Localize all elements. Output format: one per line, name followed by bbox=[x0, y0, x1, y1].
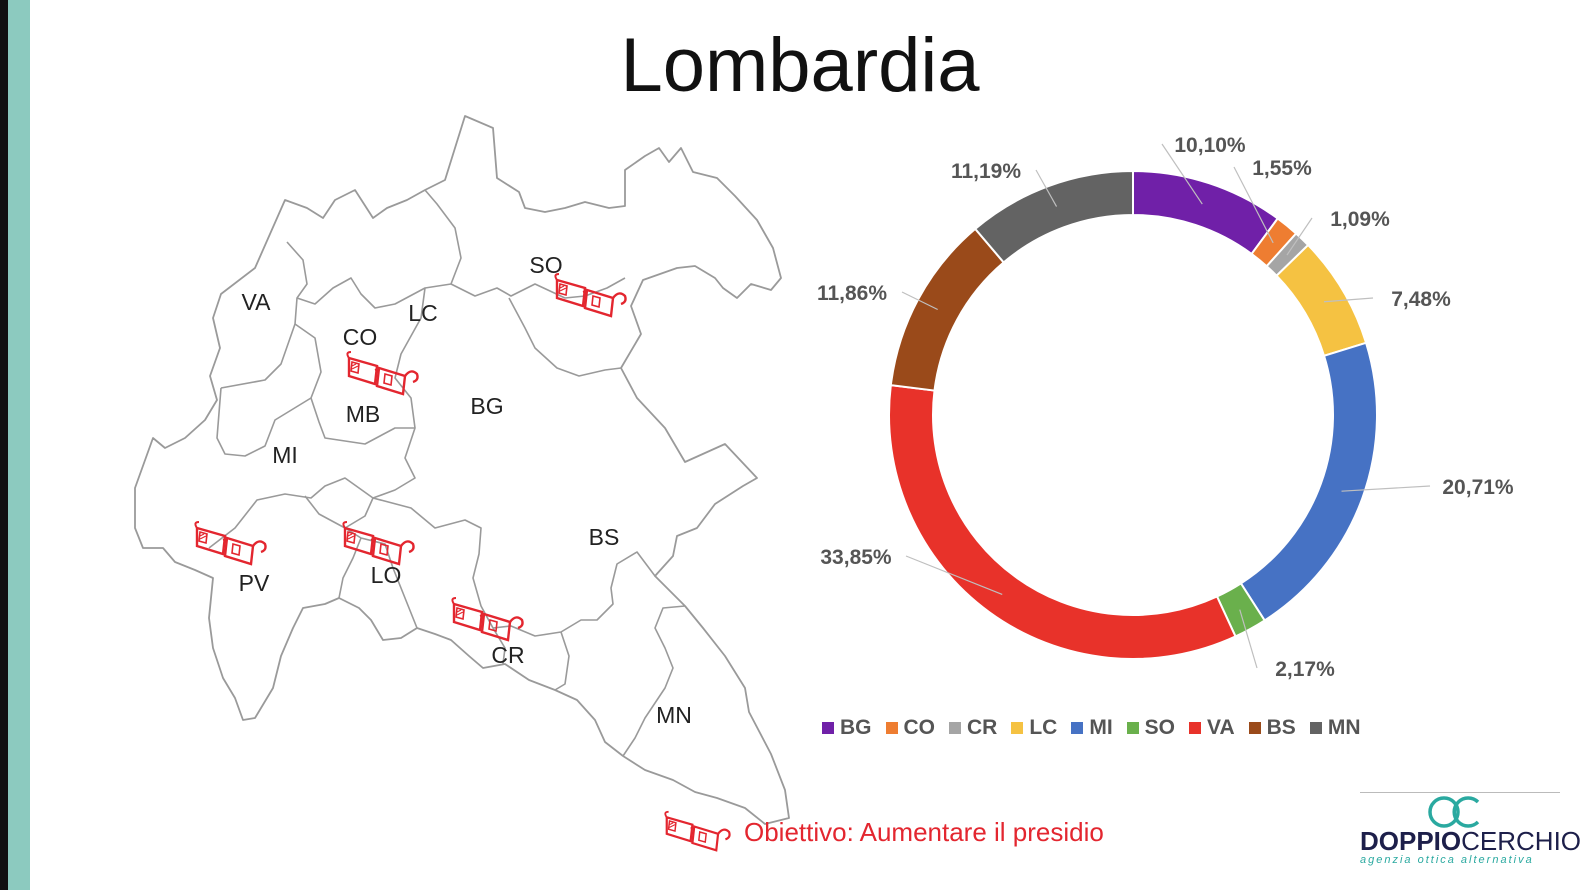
legend-label: BS bbox=[1266, 716, 1296, 739]
leader-line-mi bbox=[1341, 485, 1431, 492]
province-label-mi: MI bbox=[272, 442, 298, 468]
data-label-mi: 20,71% bbox=[1442, 476, 1514, 499]
logo-word-bold: DOPPIO bbox=[1360, 826, 1462, 856]
legend-label: LC bbox=[1029, 716, 1058, 739]
data-label-mn: 11,19% bbox=[951, 160, 1021, 183]
logo-word-light: CERCHIO bbox=[1461, 826, 1582, 856]
legend-swatch bbox=[1189, 722, 1202, 734]
leader-line-mn bbox=[1035, 169, 1058, 207]
legend-label: MN bbox=[1327, 716, 1361, 739]
brand-logo: DOPPIOCERCHIO agenzia ottica alternativa bbox=[1360, 792, 1581, 872]
logo-tagline: agenzia ottica alternativa bbox=[1360, 854, 1534, 866]
donut-slice-va bbox=[888, 384, 1237, 660]
leader-line-bg bbox=[1161, 143, 1203, 205]
data-label-co: 1,55% bbox=[1252, 157, 1312, 180]
data-label-lc: 7,48% bbox=[1391, 288, 1451, 311]
logo-divider bbox=[1360, 792, 1560, 793]
legend-item-bs: BS bbox=[1248, 716, 1296, 740]
legend-item-mi: MI bbox=[1071, 716, 1113, 740]
map-key: Obiettivo: Aumentare il presidio bbox=[660, 810, 1104, 854]
donut-slice-lc bbox=[1275, 243, 1368, 358]
data-label-va: 33,85% bbox=[820, 546, 892, 569]
legend-label: CR bbox=[967, 716, 998, 739]
legend-label: BG bbox=[840, 716, 872, 739]
donut-slice-mi bbox=[1239, 341, 1378, 622]
lombardia-map: VA CO LC SO MB BG MI BS PV LO CR MN bbox=[134, 115, 790, 825]
legend-item-lc: LC bbox=[1011, 716, 1057, 740]
legend-swatch bbox=[1071, 722, 1084, 734]
glasses-icon bbox=[664, 810, 731, 852]
province-label-bg: BG bbox=[470, 393, 503, 419]
province-label-co: CO bbox=[343, 324, 378, 350]
donut-slice-bs bbox=[889, 227, 1006, 392]
legend-swatch bbox=[822, 722, 834, 734]
legend-swatch bbox=[949, 722, 961, 734]
province-label-mn: MN bbox=[656, 702, 692, 728]
legend-item-mn: MN bbox=[1309, 716, 1361, 740]
left-edge-bar bbox=[0, 0, 8, 890]
legend-swatch bbox=[1126, 722, 1139, 734]
legend-item-bg: BG bbox=[822, 716, 872, 740]
legend-swatch bbox=[1248, 722, 1261, 734]
province-label-lo: LO bbox=[371, 562, 402, 588]
data-label-bs: 11,86% bbox=[817, 282, 887, 305]
legend-label: VA bbox=[1207, 716, 1235, 739]
province-label-cr: CR bbox=[491, 642, 524, 668]
leader-line-cr bbox=[1286, 217, 1313, 256]
leader-line-bs bbox=[901, 291, 938, 311]
province-label-pv: PV bbox=[239, 570, 270, 596]
logo-wordmark: DOPPIOCERCHIO bbox=[1360, 826, 1581, 857]
leader-line-lc bbox=[1323, 297, 1374, 303]
donut-slice-mn bbox=[973, 169, 1134, 264]
region-outline bbox=[134, 115, 790, 825]
page-title: Lombardia bbox=[620, 23, 980, 108]
double-circle-icon bbox=[1428, 796, 1480, 828]
legend-label: MI bbox=[1089, 716, 1113, 739]
legend-label: SO bbox=[1144, 716, 1176, 739]
leader-line-co bbox=[1233, 166, 1274, 244]
province-label-lc: LC bbox=[408, 300, 437, 326]
leader-line-so bbox=[1239, 609, 1258, 669]
left-accent-stripe bbox=[8, 0, 30, 890]
legend-item-cr: CR bbox=[949, 716, 997, 740]
data-label-cr: 1,09% bbox=[1330, 208, 1390, 231]
map-key-caption: Obiettivo: Aumentare il presidio bbox=[744, 816, 1104, 847]
legend-label: CO bbox=[903, 716, 936, 739]
data-label-so: 2,17% bbox=[1275, 658, 1335, 681]
province-label-mb: MB bbox=[346, 401, 381, 427]
legend-item-co: CO bbox=[885, 716, 936, 740]
legend-swatch bbox=[1011, 722, 1024, 734]
province-label-bs: BS bbox=[589, 524, 620, 550]
legend-item-so: SO bbox=[1126, 716, 1176, 740]
legend-swatch bbox=[885, 722, 898, 734]
province-label-va: VA bbox=[242, 289, 272, 315]
donut-slice-bg bbox=[1132, 169, 1280, 256]
province-share-donut: 10,10% 1,55% 1,09% 7,48% 20,71% 2,17% 33,85% 11… bbox=[817, 134, 1514, 681]
chart-legend: BG CO CR LC MI SO VA BS MN bbox=[822, 716, 1361, 740]
legend-swatch bbox=[1309, 722, 1322, 734]
legend-item-va: VA bbox=[1189, 716, 1235, 740]
leader-line-va bbox=[905, 555, 1003, 595]
data-label-bg: 10,10% bbox=[1174, 134, 1246, 157]
